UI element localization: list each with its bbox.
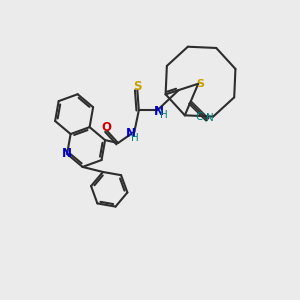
Text: H: H	[160, 110, 168, 120]
Text: N: N	[62, 147, 72, 161]
Text: N: N	[154, 105, 164, 118]
Text: O: O	[102, 121, 112, 134]
Text: N: N	[206, 113, 214, 123]
Text: S: S	[196, 79, 205, 89]
Text: S: S	[133, 80, 142, 93]
Text: H: H	[131, 133, 139, 143]
Text: C: C	[195, 112, 203, 122]
Text: N: N	[126, 127, 136, 140]
